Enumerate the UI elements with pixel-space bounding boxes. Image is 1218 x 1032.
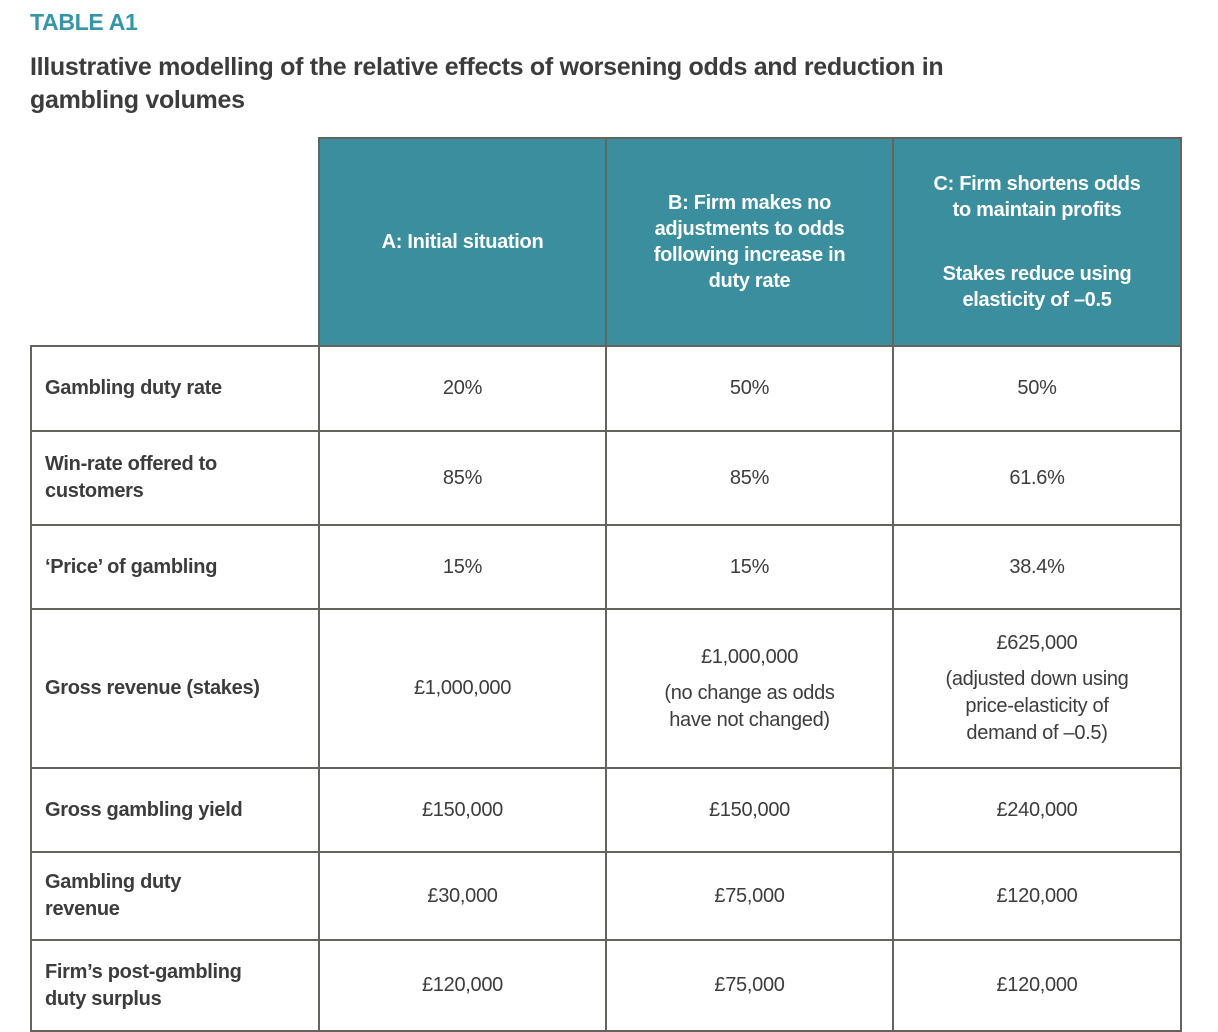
cell-value: £120,000 — [318, 939, 607, 1032]
corner-cell — [31, 138, 319, 346]
cell-value: 50% — [605, 345, 894, 432]
cell-value: £1,000,000 (no change as odds have not c… — [605, 608, 894, 769]
modelling-table: A: Initial situation B: Firm makes no ad… — [30, 137, 1182, 1032]
row-label: ‘Price’ of gambling — [30, 524, 320, 610]
cell-value: 38.4% — [892, 524, 1182, 610]
cell-value: 20% — [318, 345, 607, 432]
cell-note: (adjusted down using price-elasticity of… — [945, 668, 1129, 744]
column-header-a: A: Initial situation — [318, 137, 607, 347]
cell-value: £240,000 — [892, 767, 1182, 853]
table-title: Illustrative modelling of the relative e… — [30, 53, 944, 114]
table-row: Gross revenue (stakes) £1,000,000 £1,000… — [30, 608, 1182, 769]
cell-amount: £1,000,000 — [413, 677, 512, 699]
table-number-label: TABLE A1 — [30, 9, 138, 35]
column-header-c-line2: Stakes reduce using elasticity of –0.5 — [942, 263, 1132, 311]
cell-value: 50% — [892, 345, 1182, 432]
table-row: ‘Price’ of gambling 15% 15% 38.4% — [30, 524, 1182, 610]
table-header: A: Initial situation B: Firm makes no ad… — [31, 137, 1182, 347]
row-label: Gross revenue (stakes) — [30, 608, 320, 769]
table-row: Gross gambling yield £150,000 £150,000 £… — [30, 767, 1182, 853]
table-row: Win-rate offered to customers 85% 85% 61… — [30, 430, 1182, 526]
cell-value: 85% — [318, 430, 607, 526]
cell-value: 15% — [605, 524, 894, 610]
cell-value: £75,000 — [605, 851, 894, 941]
column-header-b: B: Firm makes no adjustments to odds fol… — [605, 137, 894, 347]
cell-value: 15% — [318, 524, 607, 610]
cell-value: £625,000 (adjusted down using price-elas… — [892, 608, 1182, 769]
row-label: Gambling duty rate — [30, 345, 320, 432]
cell-value: 61.6% — [892, 430, 1182, 526]
cell-amount: £1,000,000 — [700, 645, 799, 668]
row-label: Win-rate offered to customers — [30, 430, 320, 526]
cell-note: (no change as odds have not changed) — [664, 681, 835, 731]
column-header-c-line1: C: Firm shortens odds to maintain profit… — [933, 173, 1141, 221]
cell-value: £1,000,000 — [318, 608, 607, 769]
table-row: Gambling duty revenue £30,000 £75,000 £1… — [30, 851, 1182, 941]
cell-amount: £625,000 — [996, 632, 1078, 654]
row-label: Firm’s post-gambling duty surplus — [30, 939, 320, 1032]
cell-value: £30,000 — [318, 851, 607, 941]
row-label: Gambling duty revenue — [30, 851, 320, 941]
cell-value: £150,000 — [318, 767, 607, 853]
table-row: Gambling duty rate 20% 50% 50% — [30, 345, 1182, 432]
cell-value: 85% — [605, 430, 894, 526]
cell-value: £120,000 — [892, 851, 1182, 941]
cell-value: £120,000 — [892, 939, 1182, 1032]
table-row: Firm’s post-gambling duty surplus £120,0… — [30, 939, 1182, 1032]
row-label: Gross gambling yield — [30, 767, 320, 853]
cell-value: £75,000 — [605, 939, 894, 1032]
cell-value: £150,000 — [605, 767, 894, 853]
column-header-c: C: Firm shortens odds to maintain profit… — [892, 137, 1182, 347]
